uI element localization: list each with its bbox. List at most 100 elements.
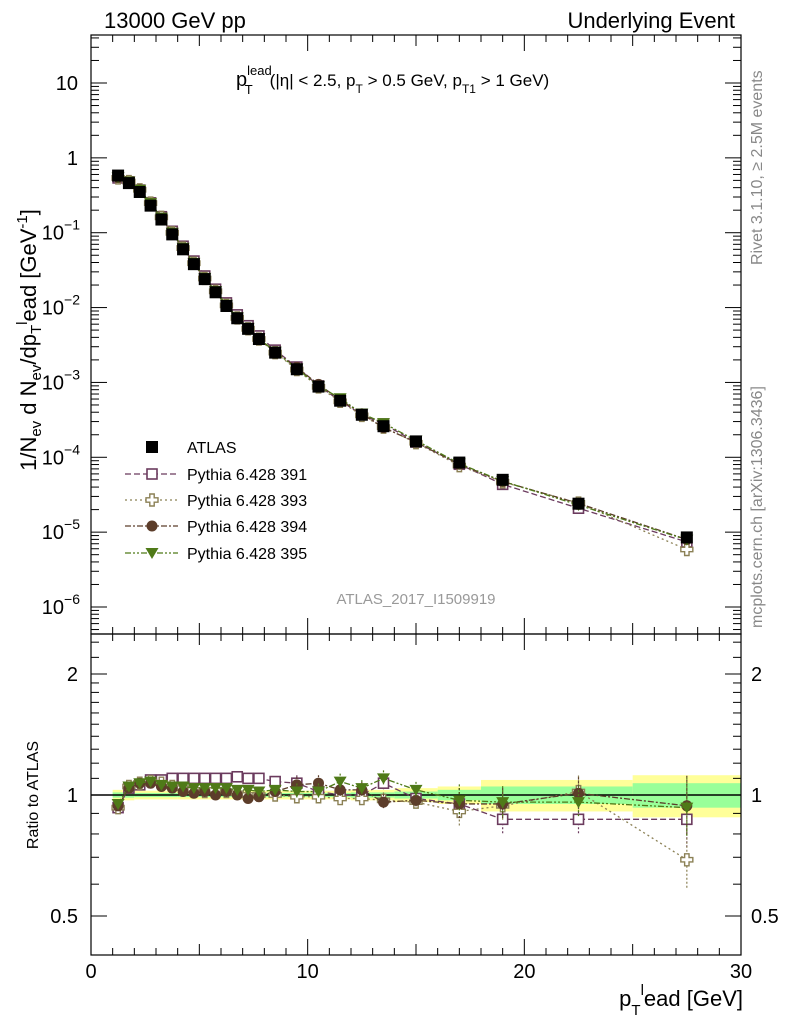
legend: ATLAS Pythia 6.428 391 Pythia 6.428 393 Pyt… bbox=[125, 440, 307, 563]
ratio-y-tick-label-right: 1 bbox=[751, 785, 762, 807]
title-sub2: T bbox=[356, 82, 364, 96]
ratio-series-point bbox=[355, 783, 369, 795]
atlas-points bbox=[112, 169, 693, 544]
ratio-series-point bbox=[378, 796, 389, 808]
main-plot-title: plead T (|η| < 2.5, pT > 0.5 GeV, pT1 > 1 … bbox=[236, 63, 549, 97]
x-tick-label: 0 bbox=[85, 961, 96, 983]
ratio-plot-frame bbox=[90, 633, 742, 956]
ratio-series-point bbox=[680, 853, 694, 867]
title-mid: > 0.5 GeV, p bbox=[363, 71, 462, 90]
ratio-series-point bbox=[176, 781, 190, 793]
ratio-y-tick-label: 2 bbox=[67, 664, 78, 686]
main-series-line bbox=[117, 176, 688, 541]
legend-label: Pythia 6.428 394 bbox=[187, 519, 307, 536]
main-series-3 bbox=[112, 172, 693, 545]
atlas-point bbox=[231, 312, 244, 325]
ratio-series-point bbox=[252, 786, 266, 798]
atlas-point bbox=[355, 408, 368, 421]
ratio-y-tick-label: 0.5 bbox=[50, 906, 78, 928]
ratio-series-4 bbox=[111, 770, 694, 838]
atlas-point bbox=[198, 273, 211, 286]
atlas-point bbox=[122, 177, 135, 190]
ratio-series-point bbox=[241, 784, 255, 796]
ratio-series-point bbox=[409, 784, 423, 796]
legend-label: Pythia 6.428 391 bbox=[187, 467, 307, 484]
y-tick-label: 10−4 bbox=[42, 441, 80, 469]
y-tick-label: 10−5 bbox=[42, 516, 80, 544]
ratio-series-point bbox=[133, 778, 147, 790]
atlas-point bbox=[177, 243, 190, 256]
ratio-series-point bbox=[154, 779, 168, 791]
x-tick-label: 30 bbox=[730, 961, 752, 983]
ratio-series-point bbox=[410, 794, 422, 806]
ratio-series-point bbox=[452, 795, 466, 807]
legend-item: Pythia 6.428 391 bbox=[125, 467, 307, 484]
y-tick-label: 1 bbox=[67, 148, 78, 170]
y-tick-label: 10−6 bbox=[42, 591, 80, 619]
legend-label: ATLAS bbox=[187, 440, 237, 457]
ratio-series-point bbox=[220, 772, 233, 785]
ratio-series-point bbox=[209, 783, 223, 795]
title-sub: T bbox=[245, 82, 253, 97]
main-plot-frame bbox=[90, 34, 742, 635]
ratio-y-label: Ratio to ATLAS bbox=[25, 741, 42, 849]
ratio-series-point bbox=[496, 797, 510, 809]
rivet-label: Rivet 3.1.10, ≥ 2.5M events bbox=[749, 70, 766, 265]
atlas-point bbox=[377, 420, 390, 433]
legend-marker bbox=[145, 548, 159, 559]
ratio-series-point bbox=[198, 772, 211, 785]
ratio-series-point bbox=[144, 776, 158, 788]
ratio-y-tick-label-right: 2 bbox=[751, 664, 762, 686]
title-end: > 1 GeV) bbox=[476, 71, 549, 90]
ratio-series-point bbox=[268, 784, 282, 796]
atlas-point bbox=[572, 497, 585, 510]
main-series-line bbox=[117, 176, 688, 541]
atlas-point bbox=[112, 169, 125, 182]
ratio-series-point bbox=[334, 784, 346, 796]
ratio-series-point bbox=[242, 772, 254, 785]
atlas-point bbox=[144, 199, 157, 212]
ratio-series-point bbox=[253, 772, 265, 785]
title-p: p bbox=[236, 69, 247, 91]
main-y-label: 1/Nev d Nev/dpTlead [GeV-1] bbox=[14, 209, 45, 471]
ratio-series-point bbox=[333, 791, 347, 806]
legend-marker bbox=[146, 468, 158, 480]
ratio-series-point bbox=[242, 793, 254, 805]
atlas-point bbox=[290, 363, 303, 376]
x-tick-label: 10 bbox=[297, 961, 319, 983]
main-series-point bbox=[680, 542, 694, 557]
ratio-series-point bbox=[188, 772, 200, 785]
atlas-point bbox=[312, 380, 325, 393]
ratio-series-point bbox=[313, 777, 324, 789]
atlas-point bbox=[242, 322, 255, 335]
atlas-point bbox=[133, 185, 146, 198]
atlas-point bbox=[410, 435, 422, 448]
title-sub3: T1 bbox=[462, 82, 476, 96]
atlas-point bbox=[680, 531, 693, 544]
atlas-point bbox=[496, 473, 509, 486]
legend-item: Pythia 6.428 393 bbox=[125, 493, 307, 510]
ratio-series-point bbox=[111, 798, 125, 810]
mcplots-label: mcplots.cern.ch [arXiv:1306.3436] bbox=[749, 386, 766, 628]
atlas-point bbox=[166, 228, 179, 241]
legend-marker bbox=[145, 493, 159, 507]
atlas-point bbox=[453, 456, 466, 469]
legend-marker bbox=[146, 441, 158, 453]
main-series-1 bbox=[112, 172, 693, 548]
ratio-series-point bbox=[231, 770, 244, 783]
title-sup: lead bbox=[247, 63, 272, 78]
legend-label: Pythia 6.428 395 bbox=[187, 546, 307, 563]
legend-item: Pythia 6.428 395 bbox=[125, 546, 307, 563]
legend-label: Pythia 6.428 393 bbox=[187, 493, 307, 510]
ratio-series-point bbox=[312, 786, 325, 798]
analysis-label: ATLAS_2017_I1509919 bbox=[336, 591, 495, 608]
atlas-point bbox=[209, 286, 222, 299]
ratio-series-point bbox=[209, 772, 222, 785]
ratio-series-point bbox=[290, 786, 304, 798]
atlas-point bbox=[252, 333, 265, 346]
x-axis-label: pTlead [GeV] bbox=[619, 982, 743, 1019]
y-tick-label: 10−1 bbox=[42, 217, 80, 245]
header-right: Underlying Event bbox=[567, 8, 735, 33]
ratio-series-point bbox=[165, 781, 179, 793]
